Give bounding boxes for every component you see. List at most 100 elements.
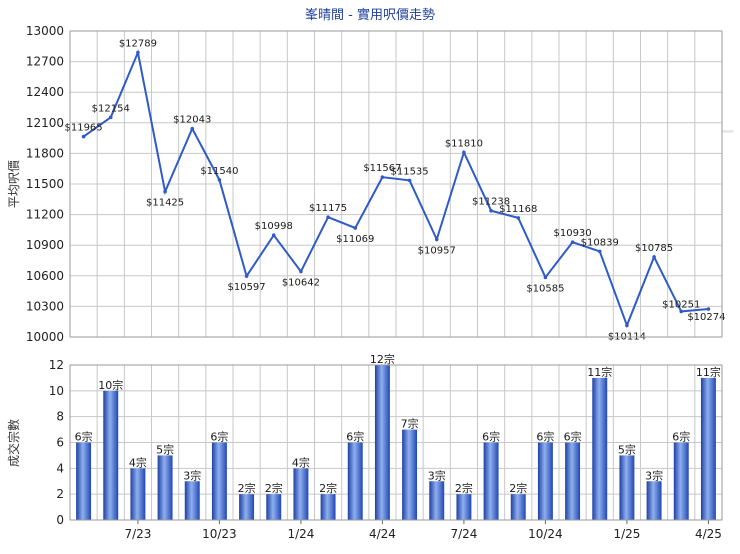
price-data-label: $11540 bbox=[200, 166, 238, 177]
price-point bbox=[163, 189, 167, 194]
volume-bar bbox=[320, 494, 336, 520]
price-data-label: $10957 bbox=[418, 245, 456, 256]
volume-bar bbox=[429, 481, 445, 520]
volume-bar-label: 11宗 bbox=[696, 365, 721, 379]
volume-bars: 6宗 10宗 4宗 5宗 3宗 6宗 2宗 2宗 4宗 2宗 6宗 12宗 7宗 3宗 2宗 6宗 2宗 6宗 6宗… bbox=[75, 352, 721, 520]
volume-bar bbox=[103, 390, 119, 520]
volume-bar bbox=[130, 468, 146, 520]
volume-bar bbox=[510, 494, 526, 520]
volume-y-tick-label: 0 bbox=[56, 513, 64, 527]
price-data-label: $11567 bbox=[363, 163, 401, 174]
volume-bar bbox=[456, 494, 472, 520]
volume-bar-label: 6宗 bbox=[482, 430, 500, 444]
volume-bar-label: 5宗 bbox=[156, 442, 174, 456]
volume-y-tick-label: 12 bbox=[49, 358, 64, 372]
price-data-label: $12043 bbox=[173, 115, 211, 126]
volume-bar bbox=[184, 481, 200, 520]
volume-bar-label: 6宗 bbox=[210, 430, 228, 444]
price-point bbox=[108, 115, 113, 120]
price-point bbox=[652, 255, 656, 259]
price-y-tick-label: 11500 bbox=[26, 177, 64, 191]
price-point bbox=[462, 150, 466, 155]
volume-bar-label: 3宗 bbox=[183, 468, 201, 482]
volume-bar-label: 2宗 bbox=[455, 481, 473, 495]
volume-bar-label: 11宗 bbox=[587, 365, 612, 379]
x-tick-label: 7/24 bbox=[450, 527, 477, 541]
volume-bar bbox=[293, 468, 309, 520]
volume-y-tick-label: 2 bbox=[56, 487, 64, 501]
price-y-tick-label: 10600 bbox=[26, 269, 64, 283]
volume-bar bbox=[537, 442, 553, 520]
volume-bar-label: 6宗 bbox=[75, 430, 93, 444]
price-data-label: $10785 bbox=[635, 243, 673, 254]
volume-bar bbox=[266, 494, 282, 520]
x-axis-ticks: 7/23 10/23 1/24 4/24 7/24 10/24 1/25 4/25 bbox=[124, 520, 722, 541]
price-data-label: $10274 bbox=[687, 312, 725, 323]
price-point bbox=[570, 240, 575, 244]
x-tick-label: 10/24 bbox=[528, 527, 563, 541]
volume-y-tick-label: 10 bbox=[49, 384, 64, 398]
x-tick-label: 10/23 bbox=[202, 527, 237, 541]
volume-bar-label: 12宗 bbox=[370, 352, 395, 366]
volume-bar-label: 4宗 bbox=[129, 455, 147, 469]
price-data-label: $11175 bbox=[309, 203, 347, 214]
price-point bbox=[407, 178, 412, 183]
volume-bar-label: 7宗 bbox=[401, 417, 419, 431]
price-point bbox=[136, 50, 140, 55]
volume-plot-frame bbox=[69, 364, 723, 521]
volume-bar bbox=[673, 442, 689, 520]
volume-bar bbox=[211, 442, 227, 520]
price-y-tick-label: 13000 bbox=[26, 24, 64, 38]
price-point bbox=[271, 233, 276, 238]
price-y-ticks: 10000 10300 10600 10900 11200 11500 11800 12100… bbox=[26, 24, 64, 344]
volume-bar bbox=[646, 481, 662, 520]
volume-bar bbox=[76, 442, 92, 520]
volume-bar-label: 2宗 bbox=[509, 481, 527, 495]
volume-bar-label: 2宗 bbox=[319, 481, 337, 495]
price-y-tick-label: 10900 bbox=[26, 238, 64, 252]
volume-bar bbox=[700, 377, 716, 520]
price-plot-frame bbox=[69, 30, 723, 338]
price-data-label: $10930 bbox=[553, 228, 591, 239]
price-data-label: $11535 bbox=[390, 166, 428, 177]
price-data-label: $12789 bbox=[119, 39, 157, 50]
price-line bbox=[83, 49, 709, 329]
price-data-label: $10642 bbox=[282, 278, 320, 289]
price-point bbox=[489, 208, 493, 213]
volume-bar-label: 6宗 bbox=[536, 430, 554, 444]
volume-bar bbox=[565, 442, 581, 520]
volume-bar-label: 10宗 bbox=[98, 378, 123, 392]
price-point bbox=[81, 134, 86, 139]
price-data-label: $10597 bbox=[227, 282, 265, 293]
price-y-axis-label: 平均呎價 bbox=[7, 160, 21, 208]
price-point bbox=[299, 269, 303, 274]
price-point bbox=[597, 249, 602, 254]
price-point bbox=[380, 175, 385, 179]
price-y-tick-label: 12700 bbox=[26, 55, 64, 69]
volume-bar-label: 2宗 bbox=[265, 481, 283, 495]
price-y-tick-label: 11200 bbox=[26, 208, 64, 222]
volume-y-axis-label: 成交宗數 bbox=[6, 419, 21, 467]
chart-title: 峯晴間 - 實用呎價走勢 bbox=[305, 7, 435, 23]
price-data-label: $11810 bbox=[445, 138, 483, 149]
price-data-label: $11069 bbox=[336, 234, 374, 245]
volume-bar-label: 6宗 bbox=[346, 430, 364, 444]
price-point bbox=[679, 309, 684, 314]
price-y-tick-label: 10300 bbox=[26, 299, 64, 313]
price-point bbox=[543, 275, 548, 280]
volume-y-tick-label: 6 bbox=[56, 436, 64, 450]
volume-y-ticks: 0 2 4 6 8 10 12 bbox=[49, 358, 64, 527]
price-point bbox=[326, 215, 330, 219]
price-data-label: $10251 bbox=[662, 299, 700, 310]
price-point bbox=[706, 307, 711, 311]
volume-bar bbox=[347, 442, 363, 520]
x-tick-label: 4/25 bbox=[695, 527, 722, 541]
volume-bar bbox=[592, 377, 608, 520]
volume-bar bbox=[483, 442, 499, 520]
price-data-label: $10839 bbox=[581, 237, 619, 248]
price-y-tick-label: 12400 bbox=[26, 85, 64, 99]
price-point bbox=[244, 274, 249, 278]
volume-bar bbox=[619, 455, 635, 520]
volume-y-tick-label: 4 bbox=[56, 461, 64, 475]
